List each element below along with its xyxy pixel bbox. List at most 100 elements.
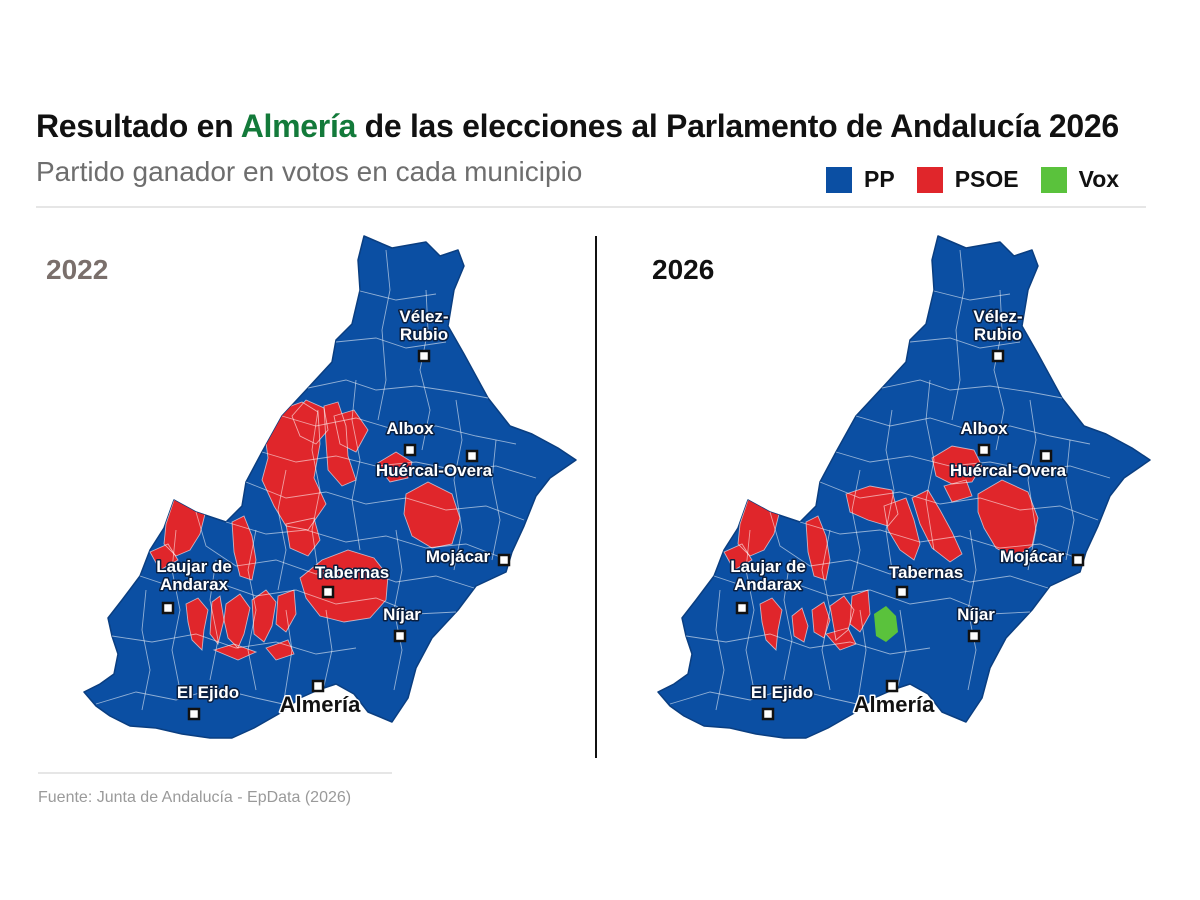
- municipal-border: [141, 589, 151, 711]
- municipal-border: [909, 337, 1021, 349]
- psoe-municipality-border: [883, 497, 921, 561]
- psoe-municipality: [404, 482, 460, 548]
- city-marker-tabernas: [895, 585, 909, 599]
- psoe-municipality-border: [149, 543, 179, 571]
- city-label-tabernas: Tabernas: [315, 563, 389, 582]
- city-marker-velez_rubio: [417, 349, 431, 363]
- municipal-border: [835, 451, 1111, 479]
- city-label-laujar: Laujar de Andarax: [730, 557, 806, 594]
- municipal-border: [245, 481, 525, 521]
- psoe-municipality-border: [375, 451, 413, 483]
- psoe-municipality: [210, 596, 224, 644]
- legend-swatch-psoe: [916, 166, 943, 193]
- psoe-municipality: [376, 452, 412, 482]
- municipal-border: [851, 469, 861, 591]
- municipal-border: [277, 469, 287, 591]
- city-marker-almeria: [311, 679, 325, 693]
- municipal-border: [669, 687, 867, 707]
- municipal-border: [195, 511, 475, 589]
- city-label-nijar: Níjar: [957, 605, 995, 624]
- title-highlight: Almería: [240, 108, 357, 144]
- psoe-municipality: [912, 490, 962, 562]
- municipal-border: [715, 589, 725, 711]
- city-label-huercal_overa: Huércal-Overa: [950, 461, 1067, 480]
- city-marker-almeria: [885, 679, 899, 693]
- city-marker-el_ejido: [187, 707, 201, 721]
- city-label-mojacar: Mojácar: [1000, 547, 1065, 566]
- city-label-laujar: Laujar de Andarax: [156, 557, 232, 594]
- psoe-municipality-border: [931, 445, 983, 485]
- city-label-tabernas: Tabernas: [889, 563, 963, 582]
- municipal-border: [897, 609, 907, 687]
- map-2022: Vélez-Rubio Albox Huércal-Overa Mojácar Lauj…: [83, 235, 577, 739]
- psoe-municipality: [826, 628, 856, 650]
- province-outline: [83, 235, 577, 739]
- city-marker-el_ejido: [761, 707, 775, 721]
- psoe-municipality-border: [723, 543, 753, 571]
- municipal-border: [1027, 399, 1037, 571]
- psoe-municipality-border: [265, 639, 295, 661]
- city-marker-mojacar: [497, 553, 511, 567]
- psoe-municipality: [884, 498, 920, 560]
- legend-label-psoe: PSOE: [954, 166, 1019, 192]
- header-rule: [36, 206, 1146, 208]
- municipal-border: [323, 609, 333, 687]
- psoe-municipality-border: [251, 589, 277, 643]
- footer-rule: [38, 772, 392, 774]
- psoe-municipality-border: [845, 485, 899, 527]
- psoe-municipality-border: [943, 479, 973, 503]
- municipal-border: [335, 337, 447, 349]
- municipal-border: [307, 379, 489, 399]
- municipal-border: [95, 687, 293, 707]
- psoe-municipality: [300, 550, 388, 622]
- municipal-border: [111, 633, 357, 655]
- city-label-el_ejido: El Ejido: [177, 683, 239, 702]
- psoe-municipality-border: [231, 515, 257, 581]
- municipal-border: [819, 481, 1099, 521]
- legend-item-vox: Vox: [1040, 166, 1119, 193]
- title-suffix: de las elecciones al Parlamento de Andal…: [356, 108, 1120, 144]
- municipal-border: [453, 399, 463, 571]
- city-label-almeria: Almería: [854, 692, 935, 717]
- legend-label-pp: PP: [864, 166, 895, 192]
- municipal-border: [419, 289, 431, 451]
- map-2026: Vélez-Rubio Albox Huércal-Overa Mojácar Lauj…: [657, 235, 1151, 739]
- psoe-municipality-border: [291, 399, 329, 445]
- legend-swatch-pp: [826, 166, 852, 193]
- chart-title: Resultado en Almería de las elecciones a…: [36, 108, 1119, 145]
- municipal-border: [171, 529, 181, 691]
- psoe-municipality-border: [829, 595, 855, 641]
- psoe-municipality: [978, 480, 1038, 558]
- chart-subtitle: Partido ganador en votos en cada municip…: [36, 156, 583, 187]
- city-label-el_ejido: El Ejido: [751, 683, 813, 702]
- city-marker-nijar: [967, 629, 981, 643]
- municipal-border: [261, 451, 537, 479]
- municipal-border: [951, 249, 965, 421]
- city-marker-laujar: [735, 601, 749, 615]
- title-prefix: Resultado en: [36, 108, 241, 144]
- municipal-border: [685, 633, 931, 655]
- psoe-municipality-border: [223, 593, 251, 649]
- psoe-municipality-border: [911, 489, 963, 563]
- city-marker-laujar: [161, 601, 175, 615]
- municipal-border: [769, 511, 1049, 589]
- year-label-2026: 2026: [652, 254, 715, 285]
- municipal-border: [821, 529, 831, 691]
- city-marker-velez_rubio: [991, 349, 1005, 363]
- city-label-mojacar: Mojácar: [426, 547, 491, 566]
- psoe-municipality-border: [185, 597, 209, 651]
- municipal-border: [393, 529, 403, 691]
- year-label-2022: 2022: [46, 254, 109, 285]
- municipal-border: [929, 289, 1011, 301]
- city-marker-huercal_overa: [465, 449, 479, 463]
- psoe-municipality: [944, 480, 972, 502]
- legend-item-pp: PP: [826, 166, 895, 193]
- legend: PP PSOE Vox: [826, 166, 1119, 193]
- municipal-border: [1065, 439, 1075, 561]
- municipal-border: [209, 559, 219, 681]
- psoe-municipality-border: [209, 595, 225, 645]
- psoe-municipality-border: [333, 409, 369, 453]
- psoe-municipality-border: [849, 589, 871, 633]
- municipal-border: [377, 249, 391, 421]
- psoe-municipality-border: [212, 643, 258, 661]
